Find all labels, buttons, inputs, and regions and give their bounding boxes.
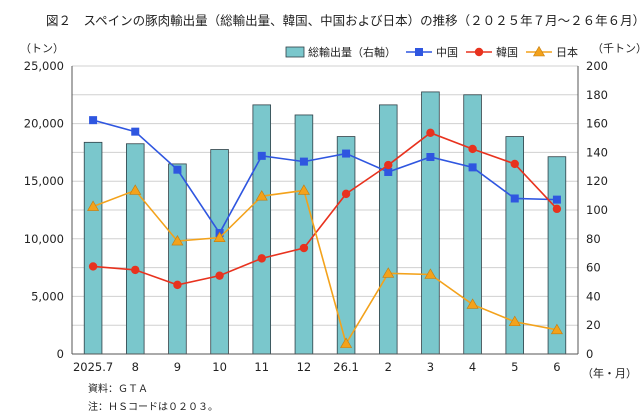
left-tick-label: 15,000 xyxy=(24,174,64,188)
point-triangle xyxy=(213,231,226,242)
point-triangle xyxy=(297,184,310,195)
bar-total-export xyxy=(378,104,398,355)
right-tick-label: 100 xyxy=(586,203,608,217)
point-circle xyxy=(299,243,309,253)
legend-swatch-bar xyxy=(285,46,305,58)
point-circle xyxy=(384,160,393,170)
x-tick-label: 5 xyxy=(511,360,518,374)
tick-labels: 0 5,000 10,000 15,000 20,000 25,000 0 20 40 60 80 1… xyxy=(24,59,608,374)
legend-marker-square xyxy=(415,48,423,56)
legend-label: 総輸出量（右軸） xyxy=(308,45,396,59)
point-square xyxy=(552,195,561,204)
x-tick-label: 2025.7 xyxy=(73,360,113,374)
point-triangle xyxy=(87,200,100,211)
right-tick-label: 140 xyxy=(586,145,608,159)
point-circle xyxy=(510,159,519,169)
legend: 総輸出量（右軸） 中国 韓国 日本 xyxy=(285,45,578,59)
series-line-triangle xyxy=(92,189,558,346)
point-square xyxy=(468,163,477,172)
left-tick-label: 20,000 xyxy=(24,117,64,131)
left-axis-unit: （トン） xyxy=(20,42,64,55)
footnote: 注：ＨＳコードは０２０３。 xyxy=(88,402,218,413)
point-triangle xyxy=(340,337,353,348)
point-circle xyxy=(215,271,224,280)
x-tick-label: 11 xyxy=(254,360,269,374)
left-tick-label: 25,000 xyxy=(24,59,64,73)
point-triangle xyxy=(508,315,521,327)
right-tick-label: 200 xyxy=(586,59,608,73)
axes xyxy=(71,66,579,355)
point-square xyxy=(384,167,393,176)
point-circle xyxy=(173,280,182,290)
point-triangle xyxy=(255,190,268,201)
bar-total-export xyxy=(294,114,314,355)
left-tick-label: 10,000 xyxy=(24,232,64,246)
legend-label: 中国 xyxy=(436,46,458,59)
x-tick-label: 4 xyxy=(469,360,476,374)
right-tick-label: 180 xyxy=(586,88,608,102)
bar-total-export xyxy=(463,94,482,355)
right-tick-label: 80 xyxy=(586,232,601,246)
point-triangle xyxy=(129,184,142,195)
legend-marker-triangle xyxy=(532,45,546,57)
right-axis-unit: （千トン） xyxy=(592,42,640,55)
point-square xyxy=(299,157,308,166)
right-tick-label: 0 xyxy=(586,347,593,361)
point-circle xyxy=(88,262,98,271)
x-tick-label: 8 xyxy=(132,360,139,374)
bar-total-export xyxy=(83,141,103,355)
chart-title: 図２ スペインの豚肉輸出量（総輸出量、韓国、中国および日本）の推移（２０２５年７… xyxy=(46,13,640,28)
x-tick-label: 3 xyxy=(427,360,434,374)
point-square xyxy=(257,151,266,160)
point-triangle xyxy=(466,298,479,309)
right-tick-label: 160 xyxy=(586,117,608,131)
right-tick-label: 120 xyxy=(586,174,608,188)
point-circle xyxy=(468,144,477,154)
right-tick-label: 60 xyxy=(586,261,601,275)
point-square xyxy=(173,165,182,174)
point-square xyxy=(342,149,351,158)
x-tick-label: 26.1 xyxy=(333,360,359,374)
point-circle xyxy=(257,254,266,263)
bar-total-export xyxy=(252,104,272,355)
point-circle xyxy=(341,189,351,199)
point-triangle xyxy=(171,235,184,246)
point-triangle xyxy=(424,268,437,279)
x-tick-label: 10 xyxy=(212,360,227,374)
point-square xyxy=(426,153,435,162)
point-circle xyxy=(426,128,435,138)
point-circle xyxy=(552,204,562,214)
right-tick-label: 20 xyxy=(586,318,601,332)
x-tick-label: 9 xyxy=(174,360,181,374)
left-tick-label: 0 xyxy=(57,347,64,361)
source-note: 資料：ＧＴＡ xyxy=(88,384,148,395)
x-tick-label: 12 xyxy=(297,360,312,374)
bars-total-export xyxy=(83,91,567,355)
point-triangle xyxy=(550,323,563,335)
grid-lines xyxy=(72,65,578,326)
point-circle xyxy=(131,265,140,275)
left-tick-label: 5,000 xyxy=(31,289,64,303)
x-tick-label: 6 xyxy=(553,360,560,374)
line-series xyxy=(87,116,563,348)
series-line-circle xyxy=(93,131,558,286)
legend-label: 日本 xyxy=(556,45,578,59)
point-square xyxy=(131,127,140,136)
x-axis-unit: （年・月） xyxy=(582,367,637,380)
x-tick-label: 2 xyxy=(385,360,392,374)
point-square xyxy=(89,116,98,125)
point-square xyxy=(510,194,519,203)
series-line-square xyxy=(92,119,557,235)
legend-label: 韓国 xyxy=(496,46,518,59)
legend-marker-circle xyxy=(474,47,484,57)
bar-total-export xyxy=(168,163,187,355)
point-triangle xyxy=(382,267,395,278)
right-tick-label: 40 xyxy=(586,289,601,303)
bar-total-export xyxy=(125,143,145,355)
bar-total-export xyxy=(210,149,229,355)
